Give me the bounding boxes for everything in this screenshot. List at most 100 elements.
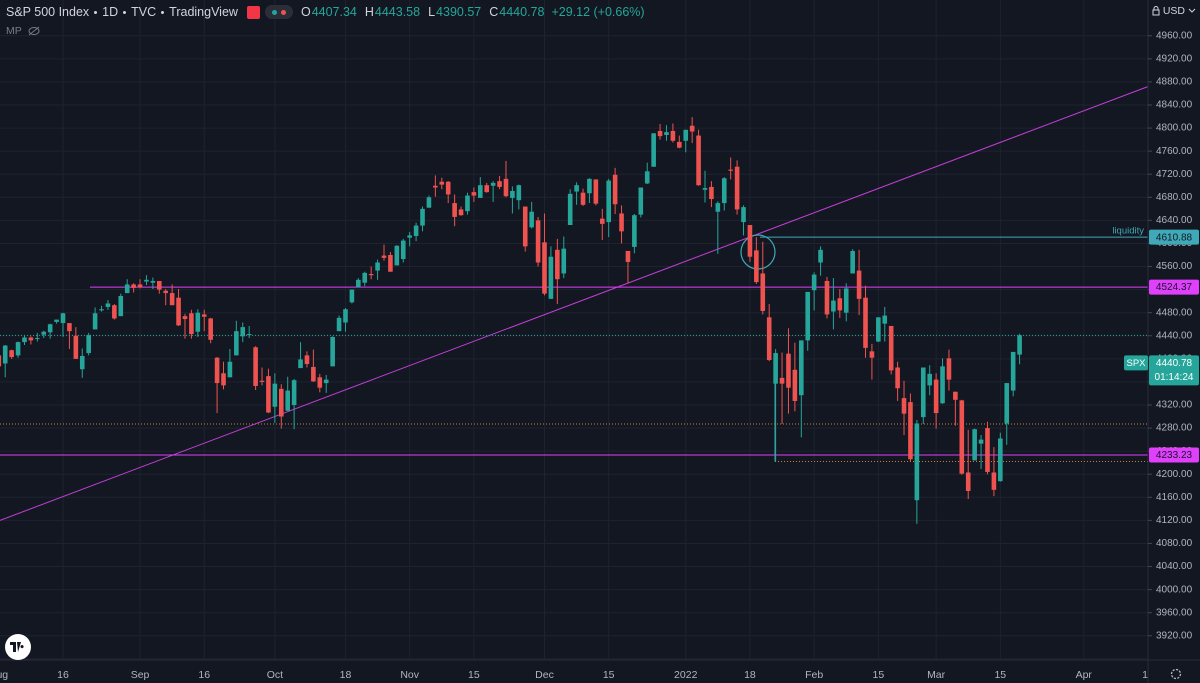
dropdown-icon [1188,8,1196,13]
separator [161,10,165,14]
y-tick-label: 4280.00 [1156,423,1193,434]
candle-body [182,316,188,320]
x-tick-label: Nov [400,669,419,681]
candle-body [22,337,27,343]
candle-body [567,193,573,225]
toggle[interactable] [264,5,293,19]
candle-body [632,215,637,247]
candle-body [54,319,59,322]
candle-body [131,284,136,288]
candle-body [741,207,746,223]
settings-icon[interactable] [1170,668,1182,680]
indicator-row: MP [6,25,40,37]
separator [94,10,98,14]
candle-body [420,208,425,226]
candle-body [754,250,759,283]
candle-body [818,249,823,263]
candle-body [60,313,66,324]
y-tick-label: 4560.00 [1156,261,1193,272]
candle-body [728,169,733,171]
candle-body [548,256,554,299]
candle-body [914,423,920,501]
candle-body [510,190,515,198]
candle-body [606,180,611,223]
candle-body [561,248,567,274]
candle-body [901,398,907,414]
y-tick-label: 4840.00 [1156,100,1193,111]
candle-body [478,185,483,198]
candle-body [375,262,380,271]
candle-body [124,284,130,294]
candle-body [689,125,695,132]
candle-body [47,324,53,333]
candle-body [677,141,682,148]
candle-body [773,353,778,384]
currency-button[interactable]: USD [1152,5,1196,17]
candle-body [587,178,592,194]
candle-body [67,323,72,332]
candle-body [927,373,932,386]
candle-body [15,342,21,356]
x-tick-label: Aug [0,669,8,681]
candle-body [99,309,104,311]
candle-body [1017,335,1022,355]
y-tick-label: 4480.00 [1156,307,1193,318]
candle-body [368,274,374,276]
symbol-tag-box [1124,355,1148,371]
candle-body [978,439,984,444]
x-tick-label: 16 [57,669,69,681]
candle-body [465,195,470,212]
candle-body [439,181,445,185]
candle-body [240,327,246,337]
exchange: TVC [131,5,157,19]
candle-body [843,288,849,313]
candle-body [702,188,708,190]
lock-icon [1152,6,1160,16]
candle-body [779,377,785,384]
candle-body [362,272,368,283]
candle-body [413,225,419,236]
candle-body [612,174,618,205]
candle-body [888,325,894,371]
candle-body [234,331,239,356]
countdown: 01:14:24 [1155,372,1194,383]
x-tick-label: 2022 [674,669,698,681]
x-tick-label: 15 [468,669,480,681]
candle-body [285,390,290,411]
candle-body [189,313,194,335]
candle-body [1010,351,1016,391]
candle-body [670,130,676,141]
y-tick-label: 4680.00 [1156,192,1193,203]
y-tick-label: 4920.00 [1156,53,1193,64]
candle-body [105,303,111,307]
visibility-icon[interactable] [246,5,260,19]
candle-body [41,331,47,335]
candle-body [497,181,502,187]
interval: 1D [102,5,119,19]
candle-body [991,472,997,490]
candle-body [330,336,335,367]
x-tick-label: 18 [744,669,756,681]
y-tick-label: 4160.00 [1156,492,1193,503]
candle-body [349,289,355,303]
candle-body [195,312,201,332]
candle-body [522,206,528,247]
hidden-icon[interactable] [28,26,40,36]
y-tick-label: 4960.00 [1156,30,1193,41]
candle-body [157,280,162,290]
candle-body [799,340,804,396]
candle-body [433,185,438,188]
candle-body [86,335,91,354]
y-tick-label: 4720.00 [1156,169,1193,180]
ohlc-value: 4407.34 [311,5,357,19]
candle-body [388,255,393,272]
candle-body [850,250,855,274]
candle-body [664,132,669,135]
level-tag-box [1149,229,1199,245]
candle-body [298,359,303,369]
candle-body [734,166,740,210]
source: TradingView [169,5,238,19]
level-note: liquidity [1112,226,1144,237]
y-tick-label: 4440.00 [1156,330,1193,341]
candle-body [317,377,323,388]
